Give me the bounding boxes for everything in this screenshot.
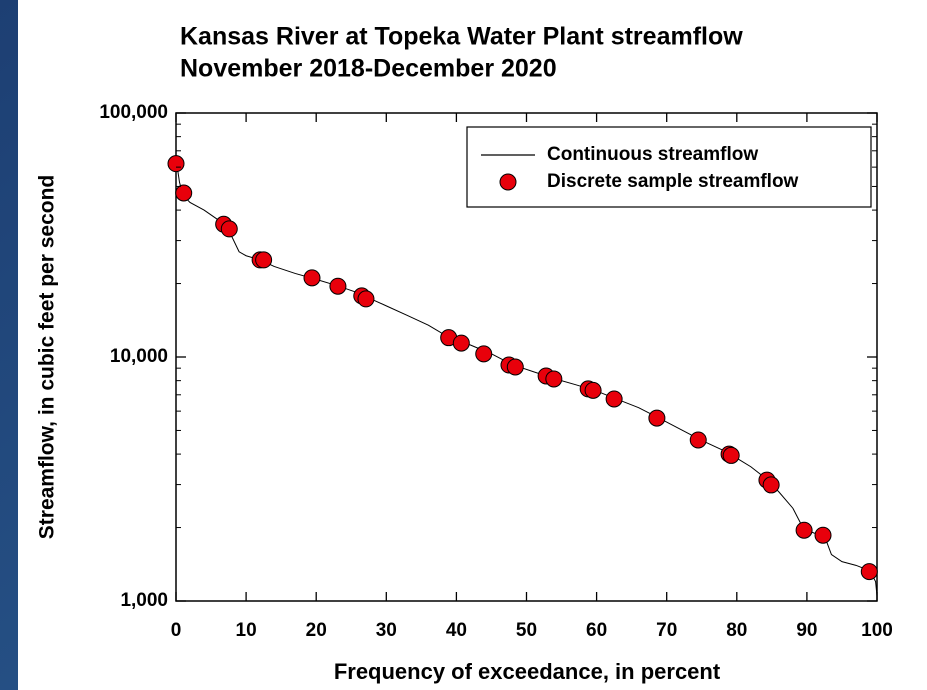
sample-point <box>795 521 813 539</box>
sample-point <box>648 409 666 427</box>
chart-subtitle: November 2018-December 2020 <box>180 55 557 83</box>
sample-point <box>722 446 740 464</box>
legend <box>466 126 872 208</box>
y-tick-label: 1,000 <box>120 590 168 611</box>
sample-point <box>814 526 832 544</box>
x-tick-label: 80 <box>726 620 747 641</box>
sample-point <box>545 370 563 388</box>
x-tick-label: 60 <box>586 620 607 641</box>
x-axis-label: Frequency of exceedance, in percent <box>334 659 721 684</box>
x-tick-label: 100 <box>861 620 893 641</box>
legend-label: Continuous streamflow <box>547 144 758 165</box>
x-tick-label: 70 <box>656 620 677 641</box>
sample-point <box>255 251 273 269</box>
sample-point <box>584 381 602 399</box>
chart-title: Kansas River at Topeka Water Plant strea… <box>180 23 743 51</box>
y-tick-label: 100,000 <box>99 102 168 123</box>
sample-point <box>860 563 878 581</box>
sample-point <box>357 290 375 308</box>
sample-point <box>762 476 780 494</box>
panel <box>18 0 927 690</box>
legend-label: Discrete sample streamflow <box>547 171 799 192</box>
sample-point <box>329 277 347 295</box>
sample-point <box>605 390 623 408</box>
x-tick-label: 10 <box>236 620 257 641</box>
sample-point <box>506 358 524 376</box>
sample-point <box>175 184 193 202</box>
x-tick-label: 40 <box>446 620 467 641</box>
x-tick-label: 90 <box>796 620 817 641</box>
sample-point <box>220 220 238 238</box>
sample-point <box>167 155 185 173</box>
x-tick-label: 0 <box>171 620 182 641</box>
y-tick-label: 10,000 <box>110 346 168 367</box>
sample-point <box>303 269 321 287</box>
sample-point <box>452 334 470 352</box>
legend-marker <box>499 173 517 191</box>
y-axis-label: Streamflow, in cubic feet per second <box>36 175 59 539</box>
sample-point <box>689 431 707 449</box>
sample-point <box>475 345 493 363</box>
x-tick-label: 50 <box>516 620 537 641</box>
x-tick-label: 30 <box>376 620 397 641</box>
x-tick-label: 20 <box>306 620 327 641</box>
